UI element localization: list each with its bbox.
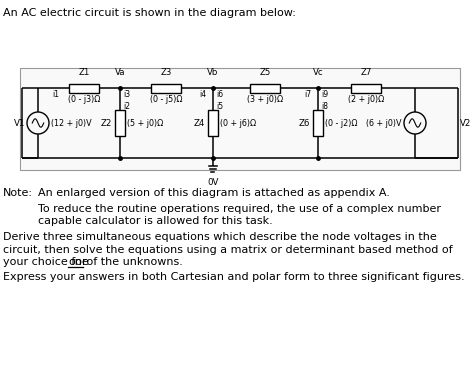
Text: i7: i7 [304, 90, 311, 99]
Text: i9: i9 [321, 90, 328, 99]
Text: (0 - j5)Ω: (0 - j5)Ω [150, 95, 183, 104]
Text: Z6: Z6 [299, 119, 310, 127]
Text: (12 + j0)V: (12 + j0)V [51, 119, 91, 127]
Text: (0 - j3)Ω: (0 - j3)Ω [68, 95, 100, 104]
Text: V1: V1 [14, 119, 25, 127]
Text: Z1: Z1 [78, 68, 90, 77]
Text: i4: i4 [199, 90, 206, 99]
Text: (0 - j2)Ω: (0 - j2)Ω [325, 119, 357, 127]
Text: your choice for: your choice for [3, 257, 90, 267]
Bar [313, 110, 323, 136]
Text: Vc: Vc [313, 68, 323, 77]
Bar [250, 84, 281, 92]
Bar [208, 110, 218, 136]
Text: An AC electric circuit is shown in the diagram below:: An AC electric circuit is shown in the d… [3, 8, 296, 18]
Text: Derive three simultaneous equations which describe the node voltages in the: Derive three simultaneous equations whic… [3, 232, 437, 242]
Text: (5 + j0)Ω: (5 + j0)Ω [127, 119, 163, 127]
Text: Vb: Vb [207, 68, 219, 77]
Text: i2: i2 [123, 102, 130, 111]
Bar [152, 84, 182, 92]
Text: Z7: Z7 [361, 68, 372, 77]
Text: i6: i6 [216, 90, 223, 99]
Text: (3 + j0)Ω: (3 + j0)Ω [247, 95, 283, 104]
Bar [352, 84, 382, 92]
Text: Z4: Z4 [193, 119, 205, 127]
Text: Z3: Z3 [161, 68, 172, 77]
Text: V2: V2 [460, 119, 471, 127]
Text: Va: Va [115, 68, 125, 77]
Text: 0V: 0V [207, 178, 219, 187]
Text: i1: i1 [52, 90, 59, 99]
Bar [69, 84, 99, 92]
Bar [115, 110, 125, 136]
Text: of the unknowns.: of the unknowns. [83, 257, 183, 267]
Text: i8: i8 [321, 102, 328, 111]
Text: (2 + j0)Ω: (2 + j0)Ω [348, 95, 384, 104]
Text: Note:: Note: [3, 188, 33, 198]
Text: Z2: Z2 [100, 119, 112, 127]
Bar [20, 68, 460, 170]
Text: Z5: Z5 [260, 68, 271, 77]
Text: (0 + j6)Ω: (0 + j6)Ω [220, 119, 256, 127]
Text: circuit, then solve the equations using a matrix or determinant based method of: circuit, then solve the equations using … [3, 245, 453, 255]
Text: one: one [68, 257, 89, 267]
Text: To reduce the routine operations required, the use of a complex number: To reduce the routine operations require… [38, 204, 441, 214]
Text: i5: i5 [216, 102, 223, 111]
Text: An enlarged version of this diagram is attached as appendix A.: An enlarged version of this diagram is a… [38, 188, 390, 198]
Text: capable calculator is allowed for this task.: capable calculator is allowed for this t… [38, 216, 273, 226]
Text: Express your answers in both Cartesian and polar form to three significant figur: Express your answers in both Cartesian a… [3, 272, 465, 282]
Text: i3: i3 [123, 90, 130, 99]
Text: (6 + j0)V: (6 + j0)V [366, 119, 402, 127]
